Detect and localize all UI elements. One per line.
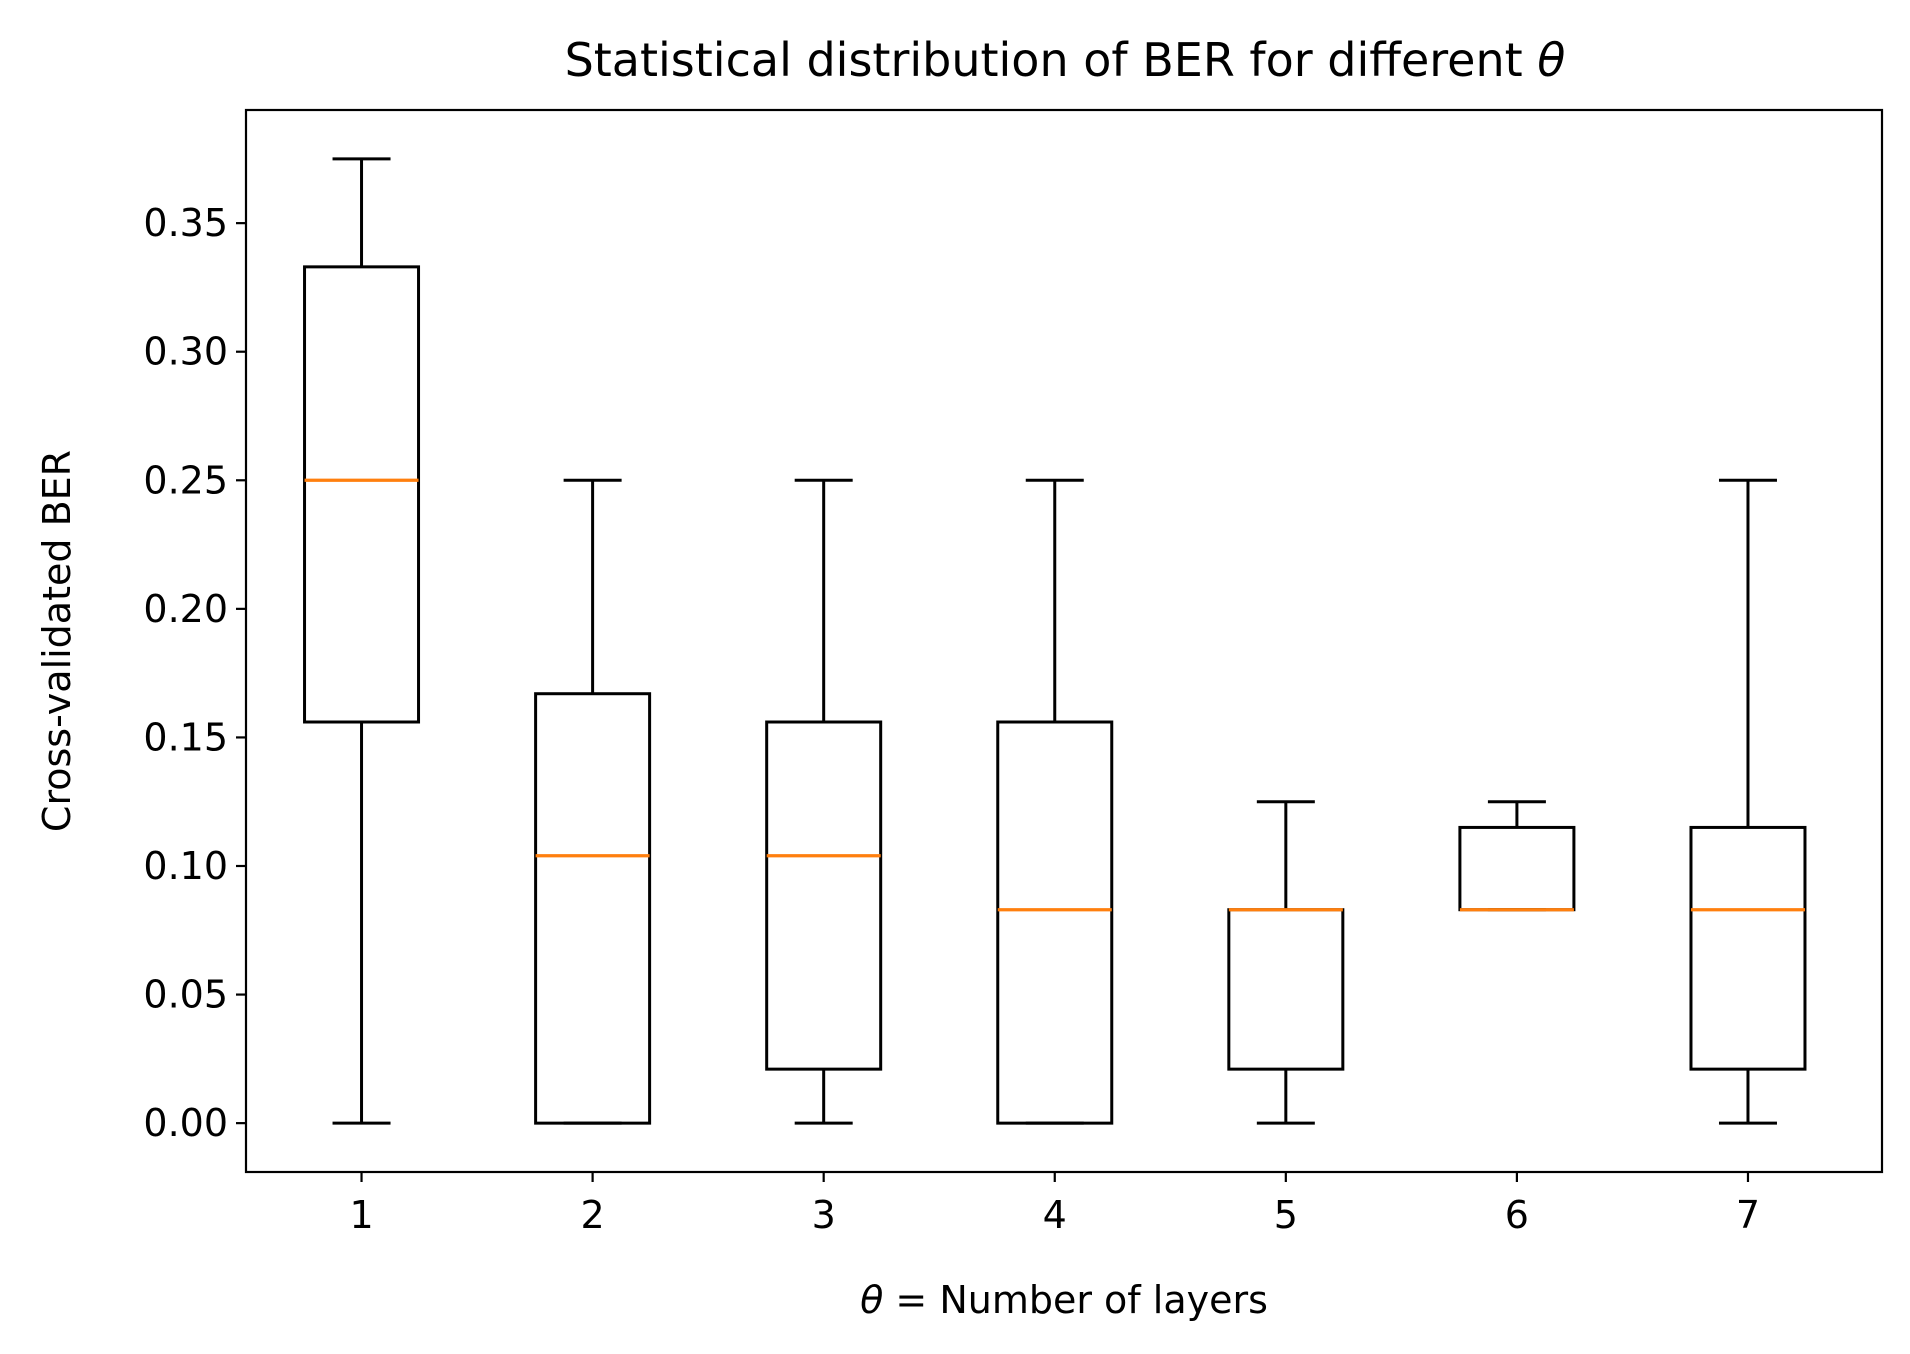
y-tick-label: 0.00 [143, 1101, 228, 1145]
y-tick-label: 0.25 [143, 458, 228, 502]
box-4 [996, 478, 1114, 1125]
y-tick-label: 0.20 [143, 587, 228, 631]
x-axis-label: θ = Number of layers [860, 1278, 1268, 1322]
y-tick-label: 0.30 [143, 330, 228, 374]
x-tick-label: 1 [349, 1193, 373, 1237]
x-axis-label-theta-symbol: θ [860, 1278, 883, 1322]
y-axis-label: Cross-validated BER [35, 450, 79, 832]
y-tick-label: 0.35 [143, 201, 228, 245]
iqr-box [534, 692, 652, 1125]
box-6 [1458, 800, 1576, 912]
iqr-box [1227, 908, 1345, 1071]
y-tick-label: 0.05 [143, 973, 228, 1017]
chart-title: Statistical distribution of BER for diff… [565, 33, 1566, 87]
x-tick-label: 2 [581, 1193, 605, 1237]
iqr-box [1458, 825, 1576, 912]
box-5 [1227, 800, 1345, 1125]
x-tick-label: 4 [1043, 1193, 1067, 1237]
x-tick-label: 3 [812, 1193, 836, 1237]
box-7 [1689, 478, 1807, 1125]
box-3 [765, 478, 883, 1125]
x-axis-label-rest: = Number of layers [883, 1278, 1268, 1322]
y-tick-label: 0.10 [143, 844, 228, 888]
x-tick-label: 5 [1274, 1193, 1298, 1237]
x-axis: 1 2 3 4 5 6 7 [349, 1172, 1760, 1237]
y-axis: 0.00 0.05 0.10 0.15 0.20 0.25 0.30 0.35 [143, 201, 246, 1145]
box-series [303, 157, 1807, 1125]
x-tick-label: 7 [1736, 1193, 1760, 1237]
plot-area-frame [244, 108, 1884, 1174]
box-2 [534, 478, 652, 1125]
iqr-box [303, 265, 421, 724]
title-theta-symbol: θ [1537, 33, 1565, 87]
box-1 [303, 157, 421, 1125]
y-tick-label: 0.15 [143, 715, 228, 759]
title-prefix: Statistical distribution of BER for diff… [565, 33, 1538, 87]
iqr-box [996, 720, 1114, 1125]
iqr-box [1689, 825, 1807, 1071]
x-tick-label: 6 [1505, 1193, 1529, 1237]
iqr-box [765, 720, 883, 1071]
